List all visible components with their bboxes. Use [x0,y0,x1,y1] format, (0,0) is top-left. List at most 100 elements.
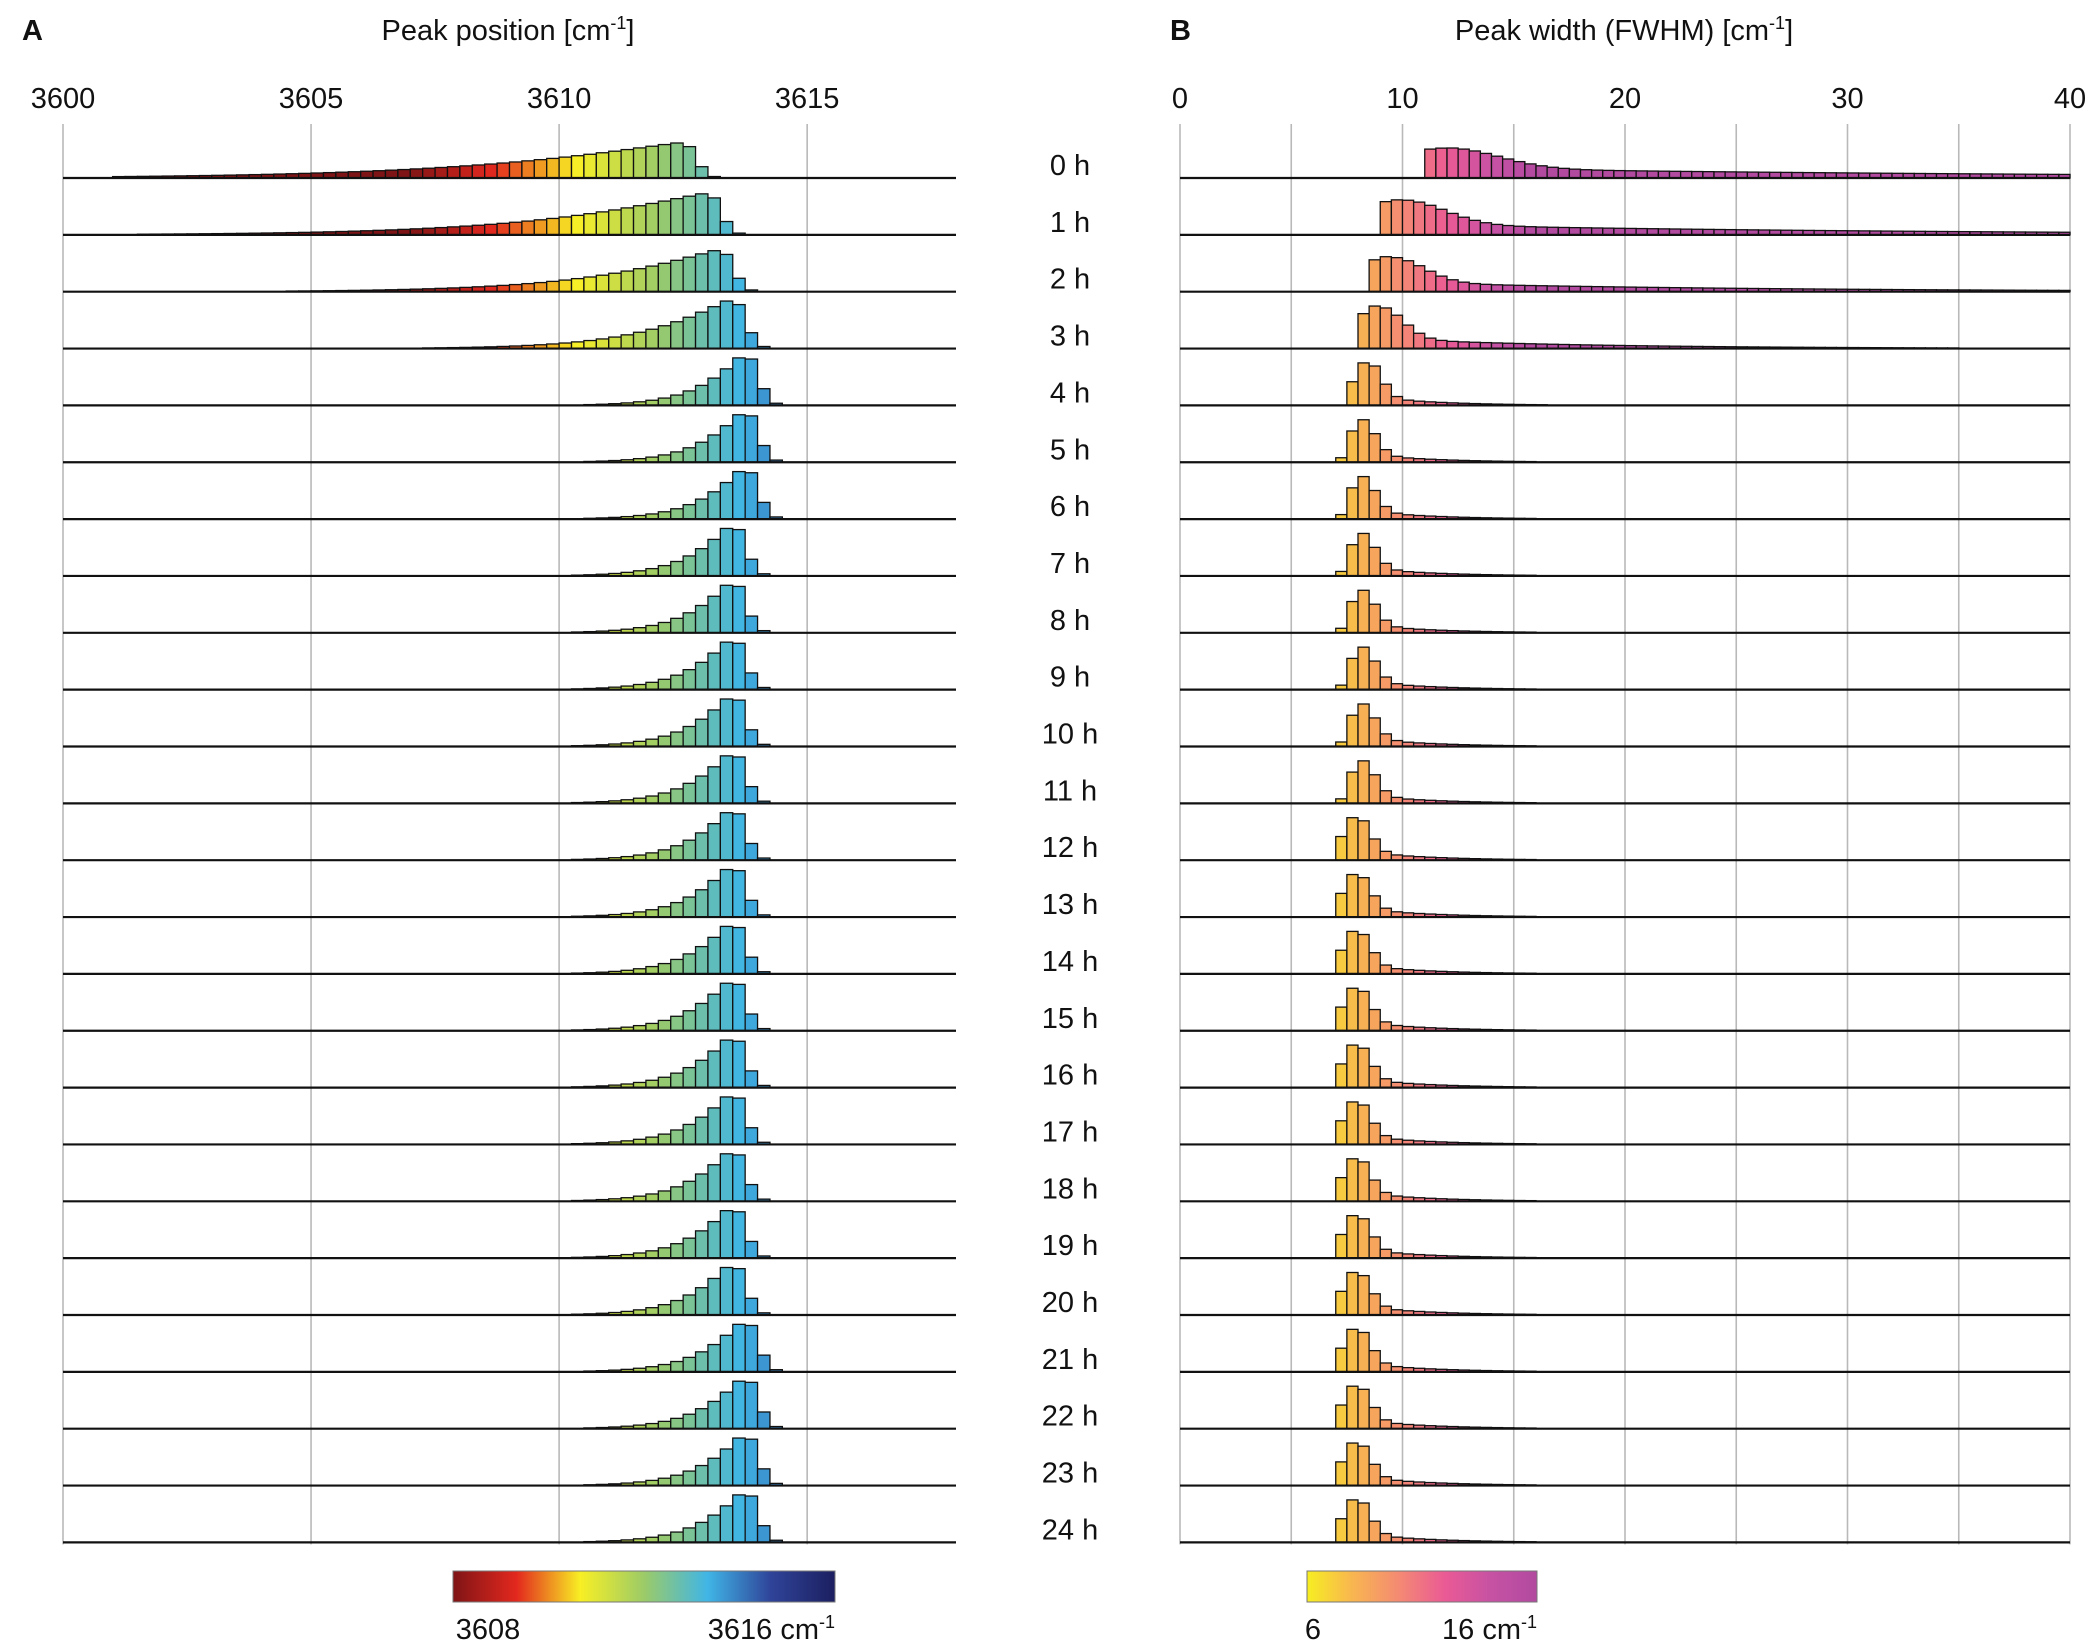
colorbar-b-max-label-text: 16 cm [1442,1614,1521,1646]
panel-b-bar [1490,223,1504,236]
panel-b-bar [1346,1442,1359,1487]
panel-b-row-9 [1180,646,2070,691]
panel-a-bar [558,279,573,293]
panel-a-bar [707,1343,721,1373]
panel-a-bar [657,1190,672,1202]
panel-a-bar [707,766,721,805]
panel-a-bar [682,1123,697,1146]
panel-a-bar [732,357,746,407]
panel-a-bar [694,889,709,918]
panel-a-bar [657,792,672,805]
panel-a-bar [694,661,709,691]
panel-a-bar [670,321,684,350]
time-label: 10 h [1042,719,1098,751]
time-label: 5 h [1050,434,1090,466]
panel-a-bar [732,983,746,1032]
panel-b-bar [1346,1499,1359,1544]
panel-b-bar [1346,1328,1359,1373]
panel-b-bar [1446,212,1459,236]
panel-b-bar [1379,562,1393,577]
time-labels: 0 h 1 h 2 h 3 h 4 h 5 h 6 h 7 h 8 h 9 h 10 h 11 h 12… [1042,150,1098,1546]
panel-a-bar [719,1096,734,1146]
panel-a-bar [546,157,560,179]
panel-a-bar [707,434,721,463]
panel-a-bar [732,1380,746,1430]
panel-b-tick-label: 30 [1831,83,1863,115]
panel-a-row-16 [63,1039,956,1089]
panel-a-row-22 [63,1380,956,1430]
panel-a-bar [657,143,672,179]
panel-a-bar [608,150,622,179]
panel-a-bar [694,604,709,634]
panel-b-bar [1368,1122,1381,1146]
panel-b-bar [1346,381,1359,407]
panel-a-row-11 [63,755,956,805]
panel-b-bar [1357,703,1370,748]
panel-a-bar [719,253,734,293]
panel-b-bar [1368,952,1381,975]
panel-a-bar [719,1153,734,1202]
panel-b-bar [1513,225,1526,236]
panel-b-axis-title: Peak width (FWHM) [cm-1] [1455,13,1793,47]
panel-a-bar [682,195,697,236]
panel-a-bar [682,896,697,918]
panel-a-bar [719,641,734,691]
panel-b-bar [1346,1215,1359,1259]
panel-a-bar [397,168,411,179]
panel-a-bar [744,415,759,463]
time-label: 9 h [1050,662,1090,694]
panel-b-bar [1368,603,1381,634]
panel-a-bar [756,1354,771,1373]
panel-b-bar [1346,987,1359,1032]
panel-a-bar [719,982,734,1032]
panel-b-bar [1368,717,1381,748]
panel-a-bar [521,160,535,179]
panel-b-tick-labels: 0 10 20 30 40 [1172,83,2086,115]
panel-b-bar [1346,600,1359,634]
panel-b-bar [1379,448,1393,463]
panel-b-bar [1357,820,1370,861]
panel-b-row-16 [1180,1044,2070,1089]
panel-a-bar [670,788,684,805]
panel-b-bar [1335,1063,1348,1089]
panel-a-bar [694,1059,709,1089]
panel-a-bar [508,221,523,236]
panel-a-bar [496,222,511,236]
panel-b-bar [1412,265,1426,293]
panel-a-bar [384,169,399,179]
panel-a-bar [620,207,635,236]
panel-b-tick-label: 10 [1386,83,1418,115]
colorbar-a-min-label: 3608 [456,1614,521,1646]
panel-a-bar [744,1240,759,1259]
panel-a-bar [732,277,746,293]
panel-a-bar [719,300,734,350]
panel-b-row-21 [1180,1328,2070,1373]
panel-a-bar [694,1002,709,1032]
colorbar-b [1307,1571,1537,1602]
panel-a-bar [682,503,697,520]
panel-b-bar [1357,760,1370,804]
panel-a-bar [707,1050,721,1089]
panel-a-bar [657,735,672,748]
panel-a-bar [694,832,709,861]
panel-a-bar [521,220,535,236]
panel-b-tick-label: 40 [2054,83,2086,115]
panel-a-bar [756,1525,771,1544]
panel-b-bar [1457,281,1470,293]
panel-b-bar [1468,150,1482,179]
panel-b-bar [1335,1290,1348,1316]
time-label: 15 h [1042,1003,1098,1035]
panel-b-bar [1357,1331,1370,1373]
panel-a-bar [682,1066,697,1089]
panel-a-bar [608,272,622,293]
panel-a-bar [682,1527,697,1544]
panel-b-bar [1335,1347,1348,1373]
panel-b-bar [1346,817,1359,861]
panel-a-bar [496,162,511,179]
panel-b-bar [1524,163,1537,179]
panel-b-bar [1368,546,1381,577]
panel-a-bar [719,1210,734,1259]
panel-a-bar [546,217,560,236]
panel-a-bar [657,621,672,634]
